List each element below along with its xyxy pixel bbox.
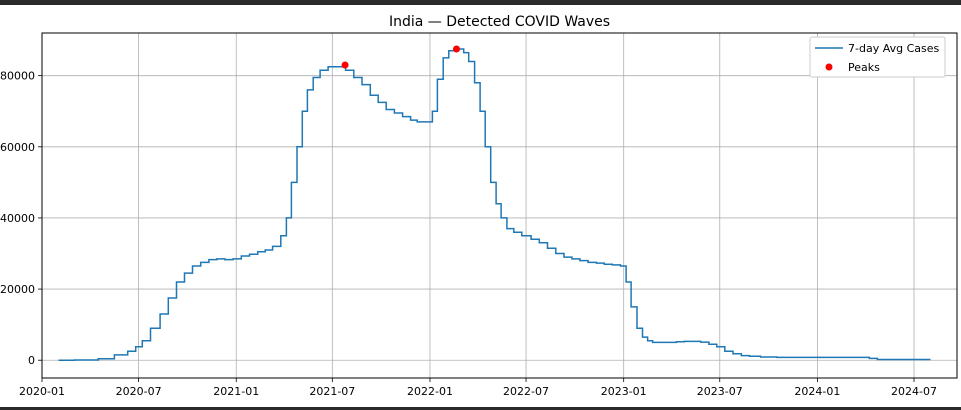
y-tick-label: 60000 [0,141,35,154]
x-tick-label: 2020-07 [116,385,162,398]
x-tick-label: 2024-01 [794,385,840,398]
y-tick-label: 20000 [0,283,35,296]
legend-peak-swatch [825,63,833,71]
series-line-7day-avg [58,48,931,361]
legend: 7-day Avg Cases Peaks [809,36,946,78]
peak-marker [453,45,461,53]
x-tick-label: 2022-01 [407,385,453,398]
x-tick-label: 2024-07 [891,385,937,398]
chart-title: India — Detected COVID Waves [389,14,610,30]
x-tick-label: 2021-07 [309,385,355,398]
legend-label-series: 7-day Avg Cases [848,42,939,55]
legend-label-peaks: Peaks [848,61,880,74]
x-tick-label: 2023-01 [601,385,647,398]
bottom-edge-bar [0,407,961,410]
grid [41,33,957,378]
x-tick-label: 2022-07 [503,385,549,398]
plot-frame [41,32,958,379]
peak-marker [341,61,349,69]
y-tick-label: 80000 [0,70,35,83]
legend-box [809,36,946,78]
x-tick-label: 2021-01 [213,385,259,398]
x-tick-label: 2020-01 [19,385,65,398]
y-tick-label: 0 [28,354,35,367]
y-tick-label: 40000 [0,212,35,225]
x-tick-label: 2023-07 [697,385,743,398]
top-edge-bar [0,0,961,5]
axis-layer: 2020-01 2020-07 2021-01 2021-07 2022-01 2022-… [0,70,937,398]
series-layer [58,45,931,361]
